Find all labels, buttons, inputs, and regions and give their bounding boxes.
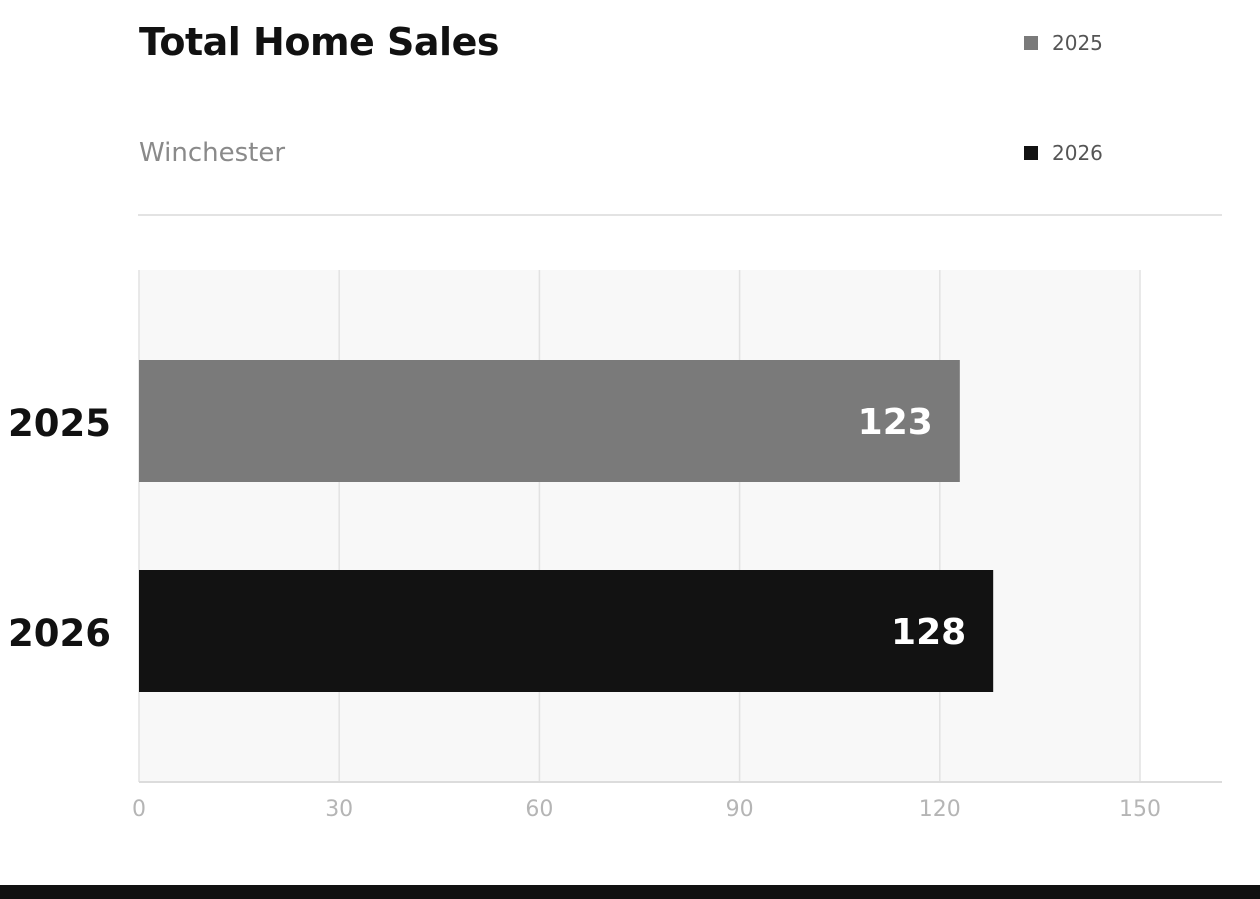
plot-background xyxy=(139,270,1140,782)
legend-swatch xyxy=(1024,146,1038,160)
footer-bar xyxy=(0,885,1260,899)
legend-label: 2025 xyxy=(1052,31,1103,55)
x-tick-label: 150 xyxy=(1119,797,1161,822)
bar-value-label: 123 xyxy=(858,402,933,443)
bar-2026 xyxy=(139,570,994,692)
x-tick-label: 120 xyxy=(919,797,961,822)
legend-item-2026: 2026 xyxy=(1024,141,1103,165)
legend-label: 2026 xyxy=(1052,141,1103,165)
bar-value-label: 128 xyxy=(891,612,966,653)
chart-title: Total Home Sales xyxy=(139,20,499,64)
x-tick-label: 60 xyxy=(525,797,553,822)
x-tick-label: 0 xyxy=(132,797,146,822)
bar-chart: 0 30 60 90 120 150 123 2025 128 2026 xyxy=(8,270,1222,822)
legend-item-2025: 2025 xyxy=(1024,31,1103,55)
bar-2025 xyxy=(139,360,960,482)
x-tick-label: 30 xyxy=(325,797,353,822)
x-tick-label: 90 xyxy=(726,797,754,822)
chart-subtitle: Winchester xyxy=(139,138,286,168)
header-divider xyxy=(138,214,1222,216)
category-label: 2026 xyxy=(8,612,111,655)
category-label: 2025 xyxy=(8,402,111,445)
legend-swatch xyxy=(1024,36,1038,50)
